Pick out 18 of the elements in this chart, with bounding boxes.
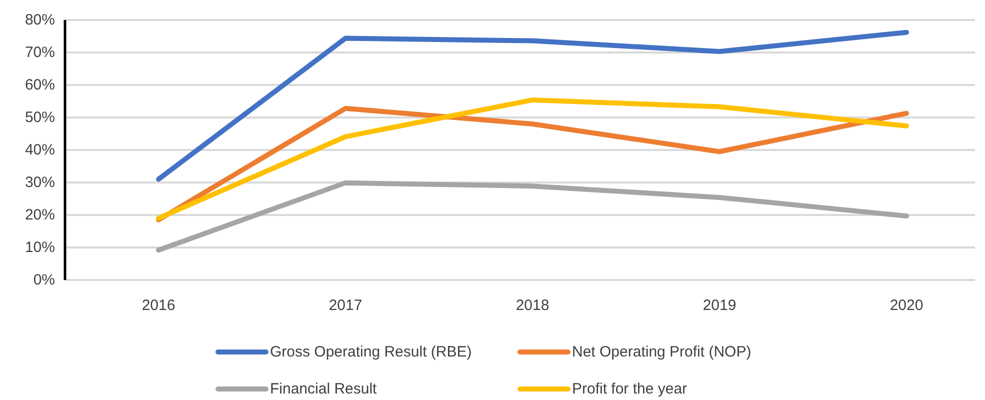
y-tick-label: 70% (24, 44, 55, 61)
y-tick-label: 10% (24, 239, 55, 256)
legend-label: Gross Operating Result (RBE) (270, 344, 472, 360)
legend-label: Financial Result (270, 380, 378, 398)
y-tick-label: 40% (24, 142, 55, 158)
x-tick-label: 2017 (328, 297, 362, 314)
legend-label: Net Operating Profit (NOP) (572, 344, 752, 360)
y-tick-label: 60% (24, 76, 55, 94)
y-tick-label: 0% (33, 272, 55, 288)
y-tick-label: 20% (24, 206, 55, 224)
y-tick-label: 30% (24, 174, 55, 191)
x-tick-label: 2019 (702, 297, 736, 314)
legend-label: Profit for the year (572, 380, 688, 398)
x-tick-label: 2020 (890, 297, 924, 314)
y-tick-label: 50% (24, 109, 55, 126)
y-tick-label: 80% (24, 12, 55, 28)
x-tick-label: 2018 (516, 297, 550, 314)
x-tick-label: 2016 (142, 297, 176, 314)
